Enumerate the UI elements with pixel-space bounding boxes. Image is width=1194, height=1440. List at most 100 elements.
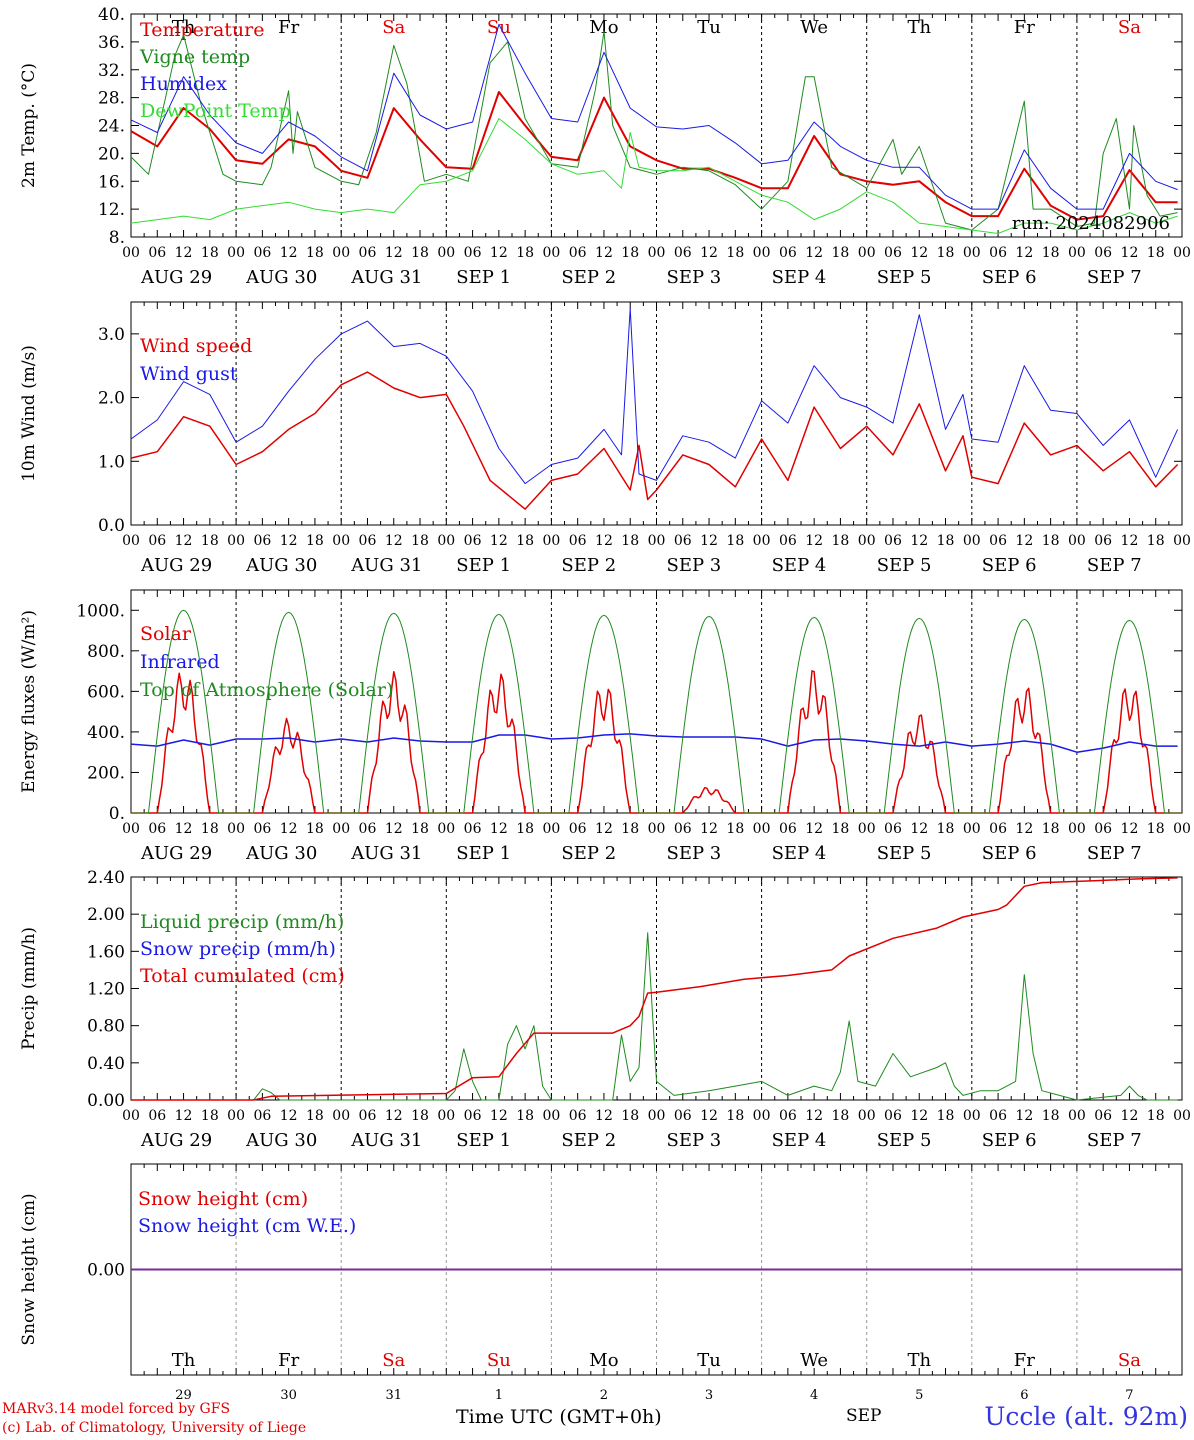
hour-tick-label: 00 <box>753 245 771 261</box>
hour-tick-label: 18 <box>306 1108 324 1124</box>
hour-tick-label: 12 <box>1015 245 1033 261</box>
hour-tick-label: 06 <box>779 533 797 549</box>
hour-tick-label: 12 <box>595 1108 613 1124</box>
y-tick-label: 600. <box>87 682 125 702</box>
series-line-top-of-atmosphere-solar- <box>131 609 1182 814</box>
hour-tick-label: 06 <box>359 245 377 261</box>
hour-tick-label: 18 <box>726 245 744 261</box>
y-tick-label: 200. <box>87 763 125 783</box>
date-label: AUG 30 <box>245 267 317 288</box>
date-label: AUG 29 <box>140 267 212 288</box>
hour-tick-label: 00 <box>542 1108 560 1124</box>
hour-tick-label: 12 <box>595 245 613 261</box>
hour-tick-label: 00 <box>858 821 876 837</box>
hour-tick-label: 06 <box>884 245 902 261</box>
date-label: SEP 3 <box>667 843 722 864</box>
legend-entry: Temperature <box>140 19 264 41</box>
hour-tick-label: 06 <box>1094 821 1112 837</box>
date-label: SEP 7 <box>1087 555 1142 576</box>
day-number-label: 29 <box>175 1388 192 1403</box>
y-tick-label: 1.0 <box>98 452 125 472</box>
date-label: SEP 6 <box>982 843 1037 864</box>
panel-frame <box>130 301 1183 526</box>
hour-tick-label: 00 <box>122 245 140 261</box>
day-number-label: 5 <box>915 1388 923 1403</box>
y-tick-label: 800. <box>87 642 125 662</box>
hour-tick-label: 00 <box>542 533 560 549</box>
hour-tick-label: 00 <box>753 821 771 837</box>
hour-tick-label: 12 <box>490 1108 508 1124</box>
dow-label: Fr <box>1014 1350 1035 1371</box>
hour-tick-label: 12 <box>1121 1108 1139 1124</box>
day-number-label: 3 <box>705 1388 713 1403</box>
hour-tick-label: 18 <box>1147 245 1165 261</box>
hour-tick-label: 18 <box>832 245 850 261</box>
series-line-vigne-temp <box>130 30 1178 231</box>
hour-tick-label: 18 <box>1147 821 1165 837</box>
hour-tick-label: 18 <box>411 533 429 549</box>
hour-tick-label: 00 <box>437 533 455 549</box>
date-label: SEP 5 <box>877 267 932 288</box>
dow-label: Tu <box>697 1350 721 1371</box>
legend-entry: Humidex <box>140 73 227 95</box>
hour-tick-label: 06 <box>884 821 902 837</box>
hour-tick-label: 00 <box>122 821 140 837</box>
hour-tick-label: 18 <box>832 821 850 837</box>
series-line-total-cumulated-cm- <box>131 877 1178 1101</box>
date-label: SEP 6 <box>982 1130 1037 1151</box>
y-axis-label: 2m Temp. (°C) <box>19 63 39 188</box>
hour-tick-label: 12 <box>595 821 613 837</box>
month-label: SEP <box>846 1406 882 1426</box>
hour-tick-label: 00 <box>227 821 245 837</box>
hour-tick-label: 06 <box>884 1108 902 1124</box>
dow-label: We <box>800 17 828 38</box>
hour-tick-label: 12 <box>1015 821 1033 837</box>
panel-frame <box>130 13 1183 238</box>
date-label: AUG 31 <box>350 843 422 864</box>
hour-tick-label: 06 <box>148 245 166 261</box>
y-tick-label: 2.0 <box>98 389 125 409</box>
run-label: run: 2024082906 <box>1012 213 1170 234</box>
hour-tick-label: 06 <box>674 821 692 837</box>
dow-label: Fr <box>1014 17 1035 38</box>
hour-tick-label: 00 <box>542 245 560 261</box>
hour-tick-label: 12 <box>595 533 613 549</box>
hour-tick-label: 12 <box>910 821 928 837</box>
hour-tick-label: 18 <box>516 1108 534 1124</box>
hour-tick-label: 12 <box>175 821 193 837</box>
date-label: SEP 4 <box>772 1130 827 1151</box>
hour-tick-label: 12 <box>175 533 193 549</box>
hour-tick-label: 06 <box>779 1108 797 1124</box>
hour-tick-label: 12 <box>700 533 718 549</box>
hour-tick-label: 18 <box>201 245 219 261</box>
hour-tick-label: 12 <box>385 1108 403 1124</box>
station-label: Uccle (alt. 92m) <box>984 1402 1188 1431</box>
date-label: SEP 2 <box>561 843 616 864</box>
date-label: SEP 4 <box>772 267 827 288</box>
hour-tick-label: 12 <box>700 821 718 837</box>
hour-tick-label: 12 <box>280 821 298 837</box>
hour-tick-label: 18 <box>201 821 219 837</box>
hour-tick-label: 18 <box>937 245 955 261</box>
date-label: SEP 7 <box>1087 267 1142 288</box>
y-tick-label: 0.00 <box>87 1261 125 1281</box>
y-tick-label: 0.80 <box>87 1017 125 1037</box>
hour-tick-label: 18 <box>516 821 534 837</box>
hour-tick-label: 00 <box>963 245 981 261</box>
hour-tick-label: 18 <box>1042 821 1060 837</box>
hour-tick-label: 12 <box>700 245 718 261</box>
date-label: SEP 1 <box>456 267 511 288</box>
y-tick-label: 1000. <box>76 601 125 621</box>
date-label: SEP 2 <box>561 1130 616 1151</box>
hour-tick-label: 00 <box>753 533 771 549</box>
date-label: SEP 2 <box>561 555 616 576</box>
hour-tick-label: 12 <box>1121 821 1139 837</box>
hour-tick-label: 12 <box>910 1108 928 1124</box>
hour-tick-label: 12 <box>490 821 508 837</box>
dow-label: Mo <box>589 1350 618 1371</box>
y-axis-label: Energy fluxes (W/m²) <box>19 610 39 793</box>
y-tick-label: 8. <box>109 228 125 248</box>
hour-tick-label: 06 <box>148 533 166 549</box>
hour-tick-label: 00 <box>1068 533 1086 549</box>
hour-tick-label: 06 <box>779 821 797 837</box>
